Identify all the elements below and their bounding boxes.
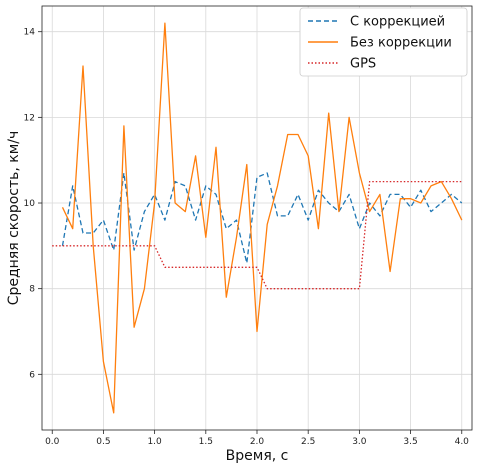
- y-tick-label: 10: [24, 199, 36, 209]
- legend-label-corrected: С коррекцией: [350, 15, 445, 30]
- y-axis-title: Средняя скорость, км/ч: [6, 131, 22, 306]
- plot-frame: [41, 5, 473, 431]
- x-axis-ticks: 0.0 0.5 1.0 1.5 2.0 2.5 3.0 3.5 4.0: [45, 430, 469, 447]
- y-tick-label: 14: [24, 28, 36, 38]
- x-tick-label: 3.5: [403, 437, 417, 447]
- legend-label-gps: GPS: [350, 57, 376, 72]
- series-line-gps: [52, 180, 462, 290]
- grid: [42, 6, 472, 430]
- legend-label-uncorrected: Без коррекции: [350, 36, 452, 51]
- y-tick-label: 6: [29, 370, 35, 380]
- series-line-corrected: [61, 172, 463, 264]
- y-tick-label: 12: [24, 113, 35, 123]
- x-tick-label: 0.5: [96, 437, 110, 447]
- x-tick-label: 0.0: [45, 437, 60, 447]
- x-tick-label: 3.0: [352, 437, 367, 447]
- y-axis-ticks: 6 8 10 12 14: [24, 28, 42, 380]
- x-axis-title: Время, с: [226, 448, 289, 464]
- x-tick-label: 1.5: [199, 437, 213, 447]
- legend: С коррекцией Без коррекции GPS: [299, 7, 468, 77]
- y-tick-label: 8: [29, 285, 35, 295]
- x-tick-label: 2.0: [250, 437, 265, 447]
- legend-box: [299, 7, 468, 77]
- series-lines: [52, 22, 463, 414]
- x-tick-label: 1.0: [147, 437, 162, 447]
- x-tick-label: 4.0: [455, 437, 470, 447]
- x-tick-label: 2.5: [301, 437, 315, 447]
- series-line-uncorrected: [61, 22, 463, 414]
